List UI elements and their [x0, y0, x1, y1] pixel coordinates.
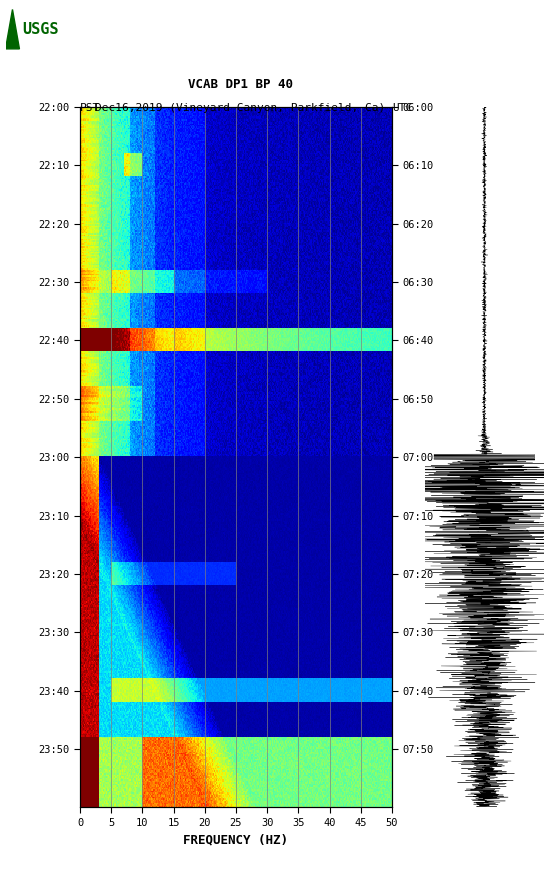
Text: VCAB DP1 BP 40: VCAB DP1 BP 40 — [188, 78, 293, 91]
Text: Dec16,2019 (Vineyard Canyon, Parkfield, Ca): Dec16,2019 (Vineyard Canyon, Parkfield, … — [95, 103, 385, 113]
Polygon shape — [6, 10, 19, 49]
X-axis label: FREQUENCY (HZ): FREQUENCY (HZ) — [183, 833, 289, 847]
Text: USGS: USGS — [23, 22, 59, 37]
Text: PST: PST — [80, 103, 100, 113]
Text: UTC: UTC — [392, 103, 412, 113]
